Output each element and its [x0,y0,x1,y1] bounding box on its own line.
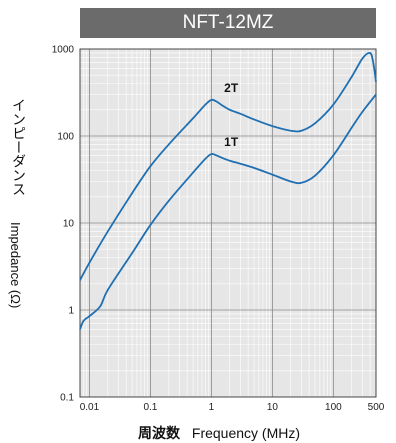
x-tick-label: 100 [325,402,342,413]
x-tick-labels: 0.01 0.1 1 10 100 500 [80,402,385,413]
x-axis-label: 周波数 Frequency (MHz) [138,423,300,443]
plot-frame [79,48,377,398]
x-axis-label-en: Frequency (MHz) [191,425,301,441]
x-tick-label: 1 [209,402,215,413]
x-axis-label-jp: 周波数 [138,426,180,442]
series-line-1t [79,93,377,330]
x-tick-label: 0.01 [80,402,100,413]
y-tick-label: 0.1 [60,393,74,404]
series-layer [79,51,377,330]
y-tick-label: 1 [68,306,74,317]
y-axis-label-en: Impedance (Ω) [8,222,23,309]
series-labels: 2T 1T [224,81,239,149]
chart-title: NFT-12MZ [80,8,376,38]
series-line-2t [79,51,377,281]
y-tick-label: 1000 [52,45,75,56]
x-tick-label: 10 [267,402,279,413]
y-tick-label: 100 [57,132,74,143]
series-label-1t: 1T [224,135,239,149]
y-tick-labels: 1000 100 10 1 0.1 [52,45,75,404]
y-tick-label: 10 [63,219,75,230]
x-tick-label: 0.1 [143,402,157,413]
y-axis-label-jp: インピーダンス [10,98,26,196]
series-label-2t: 2T [224,81,239,95]
x-tick-label: 500 [368,402,385,413]
